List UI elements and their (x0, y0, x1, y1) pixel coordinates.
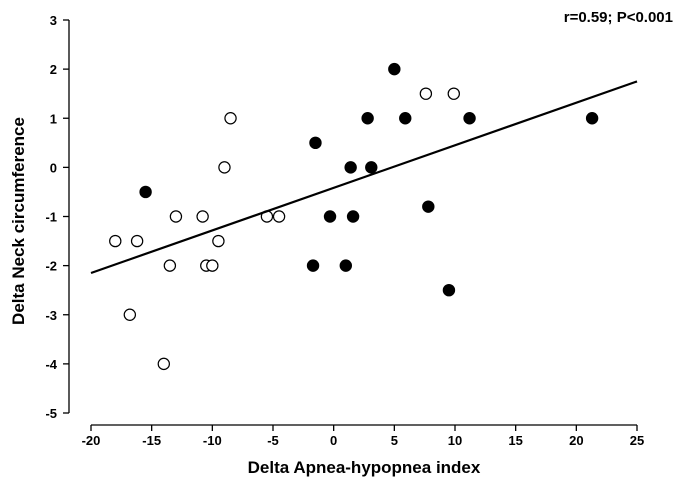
filled-data-point (344, 161, 357, 174)
open-data-point (109, 234, 122, 248)
tick-marks (63, 19, 638, 431)
y-tick-label: -5 (45, 406, 57, 421)
open-data-point (447, 87, 460, 100)
x-tick-label: -5 (267, 433, 279, 448)
filled-data-point (361, 112, 374, 125)
x-tick-label: 0 (330, 433, 337, 448)
x-tick-label: 5 (391, 433, 398, 448)
filled-data-point (339, 259, 352, 272)
y-tick-label: -4 (45, 357, 57, 372)
open-data-point (196, 210, 209, 223)
open-data-point (272, 210, 286, 223)
x-tick-label: 10 (448, 433, 462, 448)
filled-data-point (442, 283, 456, 297)
correlation-annotation: r=0.59; P<0.001 (564, 9, 673, 26)
open-data-point (163, 259, 177, 272)
y-tick-label: 1 (50, 111, 57, 126)
filled-data-point (365, 161, 378, 174)
open-data-point (419, 87, 433, 100)
x-tick-label: 15 (508, 433, 522, 448)
filled-data-point (585, 112, 599, 125)
open-data-point (130, 234, 144, 248)
filled-data-point (346, 210, 360, 223)
open-data-point (123, 308, 137, 321)
x-tick-label: 20 (569, 433, 583, 448)
y-tick-label: -2 (45, 259, 57, 274)
open-data-point (157, 357, 170, 371)
x-tick-label: -10 (203, 433, 222, 448)
regression-line (90, 80, 638, 275)
filled-data-point (139, 185, 152, 199)
open-data-point (169, 210, 183, 223)
y-tick-label: -1 (45, 210, 57, 225)
open-data-point (224, 112, 237, 125)
filled-data-point (388, 62, 401, 76)
filled-data-point (422, 200, 435, 213)
y-tick-label: 2 (50, 62, 57, 77)
y-axis-title: Delta Neck circumference (9, 117, 28, 325)
filled-data-point (309, 136, 322, 150)
x-tick-label: -20 (82, 433, 101, 448)
filled-data-point (463, 112, 476, 125)
filled-data-point (323, 210, 337, 223)
filled-data-point (306, 259, 320, 272)
open-data-point (206, 259, 219, 272)
data-points (109, 62, 599, 371)
x-tick-label: -15 (142, 433, 161, 448)
filled-data-point (399, 112, 412, 125)
open-data-point (218, 161, 231, 174)
y-tick-label: -3 (45, 308, 57, 323)
y-tick-label: 0 (50, 160, 57, 175)
open-data-point (212, 234, 225, 248)
x-axis-title: Delta Apnea-hypopnea index (248, 458, 481, 477)
y-tick-label: 3 (50, 13, 57, 28)
x-tick-label: 25 (630, 433, 644, 448)
